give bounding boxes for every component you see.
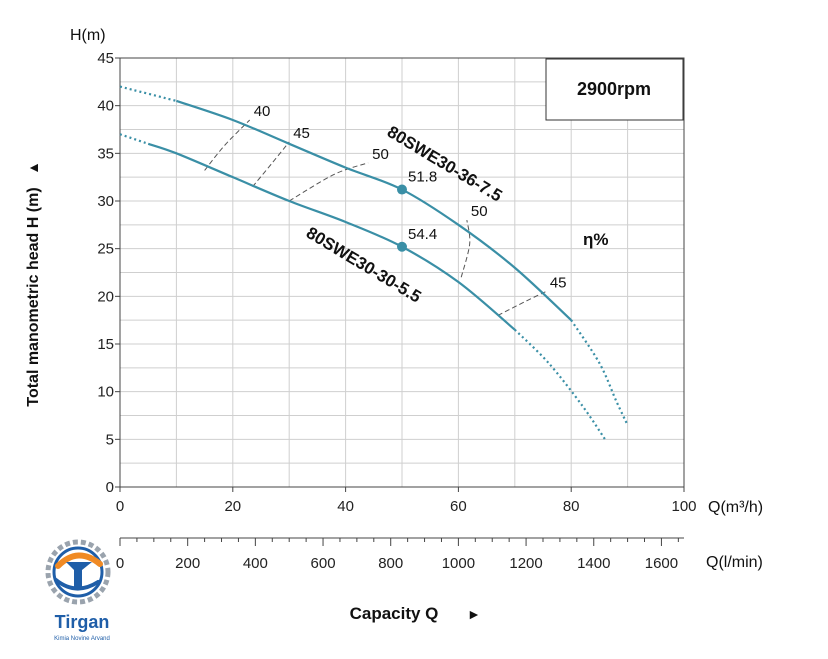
efficiency-lines: 40 45 50 50 45 <box>204 103 567 316</box>
y-tick-label: 10 <box>97 384 114 401</box>
tirgan-logo: Tirgan Kimia Novine Arvand <box>34 536 130 646</box>
series-line-dotted-start-1 <box>119 133 149 145</box>
efficiency-label: 50 <box>372 146 389 163</box>
x2-tick-label: 1600 <box>645 555 678 572</box>
brand-tagline: Kimia Novine Arvand <box>54 636 110 642</box>
y-top-label: H(m) <box>70 27 106 44</box>
x2-tick-label: 1200 <box>509 555 542 572</box>
efficiency-line <box>460 219 471 278</box>
x2-tick-label: 1400 <box>577 555 610 572</box>
y-tick-label: 15 <box>97 336 114 353</box>
gear-logo-icon: Tirgan Kimia Novine Arvand <box>45 539 111 642</box>
speed-box <box>545 58 684 121</box>
y-tick-label: 30 <box>97 193 114 210</box>
efficiency-line <box>204 119 251 171</box>
efficiency-label: 50 <box>471 203 488 220</box>
series-label-30: 80SWE30-30-5.5 <box>303 223 425 306</box>
bep-label: 54.4 <box>408 226 437 243</box>
series-line-1 <box>147 142 516 331</box>
x-axis-arrow: ► <box>467 606 481 622</box>
performance-curves <box>119 85 629 440</box>
efficiency-unit-label: η% <box>583 230 609 249</box>
efficiency-label: 45 <box>293 125 310 142</box>
x-tick-label: 100 <box>671 498 696 515</box>
efficiency-label: 45 <box>550 275 567 292</box>
x2-tick-label: 200 <box>175 555 200 572</box>
y-tick-label: 45 <box>97 50 114 67</box>
speed-label: 2900rpm <box>577 79 651 99</box>
series-line-dotted-start-0 <box>119 85 177 102</box>
bep-label: 51.8 <box>408 169 437 186</box>
y-tick-label: 0 <box>106 479 114 496</box>
y-axis-title: Total manometric head H (m) <box>25 187 42 406</box>
y-tick-label: 5 <box>106 431 114 448</box>
series-line-dotted-end-1 <box>514 328 606 440</box>
efficiency-line <box>252 141 290 188</box>
x2-tick-label: 400 <box>243 555 268 572</box>
y-tick-label: 20 <box>97 288 114 305</box>
efficiency-line <box>497 291 547 316</box>
axes <box>115 57 685 546</box>
x-tick-label: 20 <box>224 498 241 515</box>
series-line-dotted-end-0 <box>570 319 629 426</box>
x-tick-label: 0 <box>116 498 124 515</box>
efficiency-line <box>288 162 369 202</box>
bep-point <box>397 241 407 252</box>
x2-tick-label: 0 <box>116 555 124 572</box>
x2-tick-label: 600 <box>311 555 336 572</box>
x-tick-label: 40 <box>337 498 354 515</box>
grid-lines <box>119 57 685 488</box>
x2-tick-label: 1000 <box>442 555 475 572</box>
x-unit-label: Q(m³/h) <box>708 499 763 516</box>
series-line-0 <box>176 99 572 321</box>
brand-name: Tirgan <box>55 612 110 632</box>
y-tick-label: 25 <box>97 241 114 258</box>
x2-tick-label: 800 <box>378 555 403 572</box>
bep-point <box>397 184 407 195</box>
bep-points: 51.8 54.4 <box>397 169 437 252</box>
x-tick-label: 80 <box>563 498 580 515</box>
y-tick-label: 35 <box>97 145 114 162</box>
y-tick-label: 40 <box>97 98 114 115</box>
efficiency-label: 40 <box>254 103 271 120</box>
y-axis-arrow: ▲ <box>25 161 41 175</box>
x-axis-title: Capacity Q <box>350 604 439 623</box>
plot-frame <box>119 57 685 488</box>
x2-unit-label: Q(l/min) <box>706 554 763 571</box>
x-tick-label: 60 <box>450 498 467 515</box>
